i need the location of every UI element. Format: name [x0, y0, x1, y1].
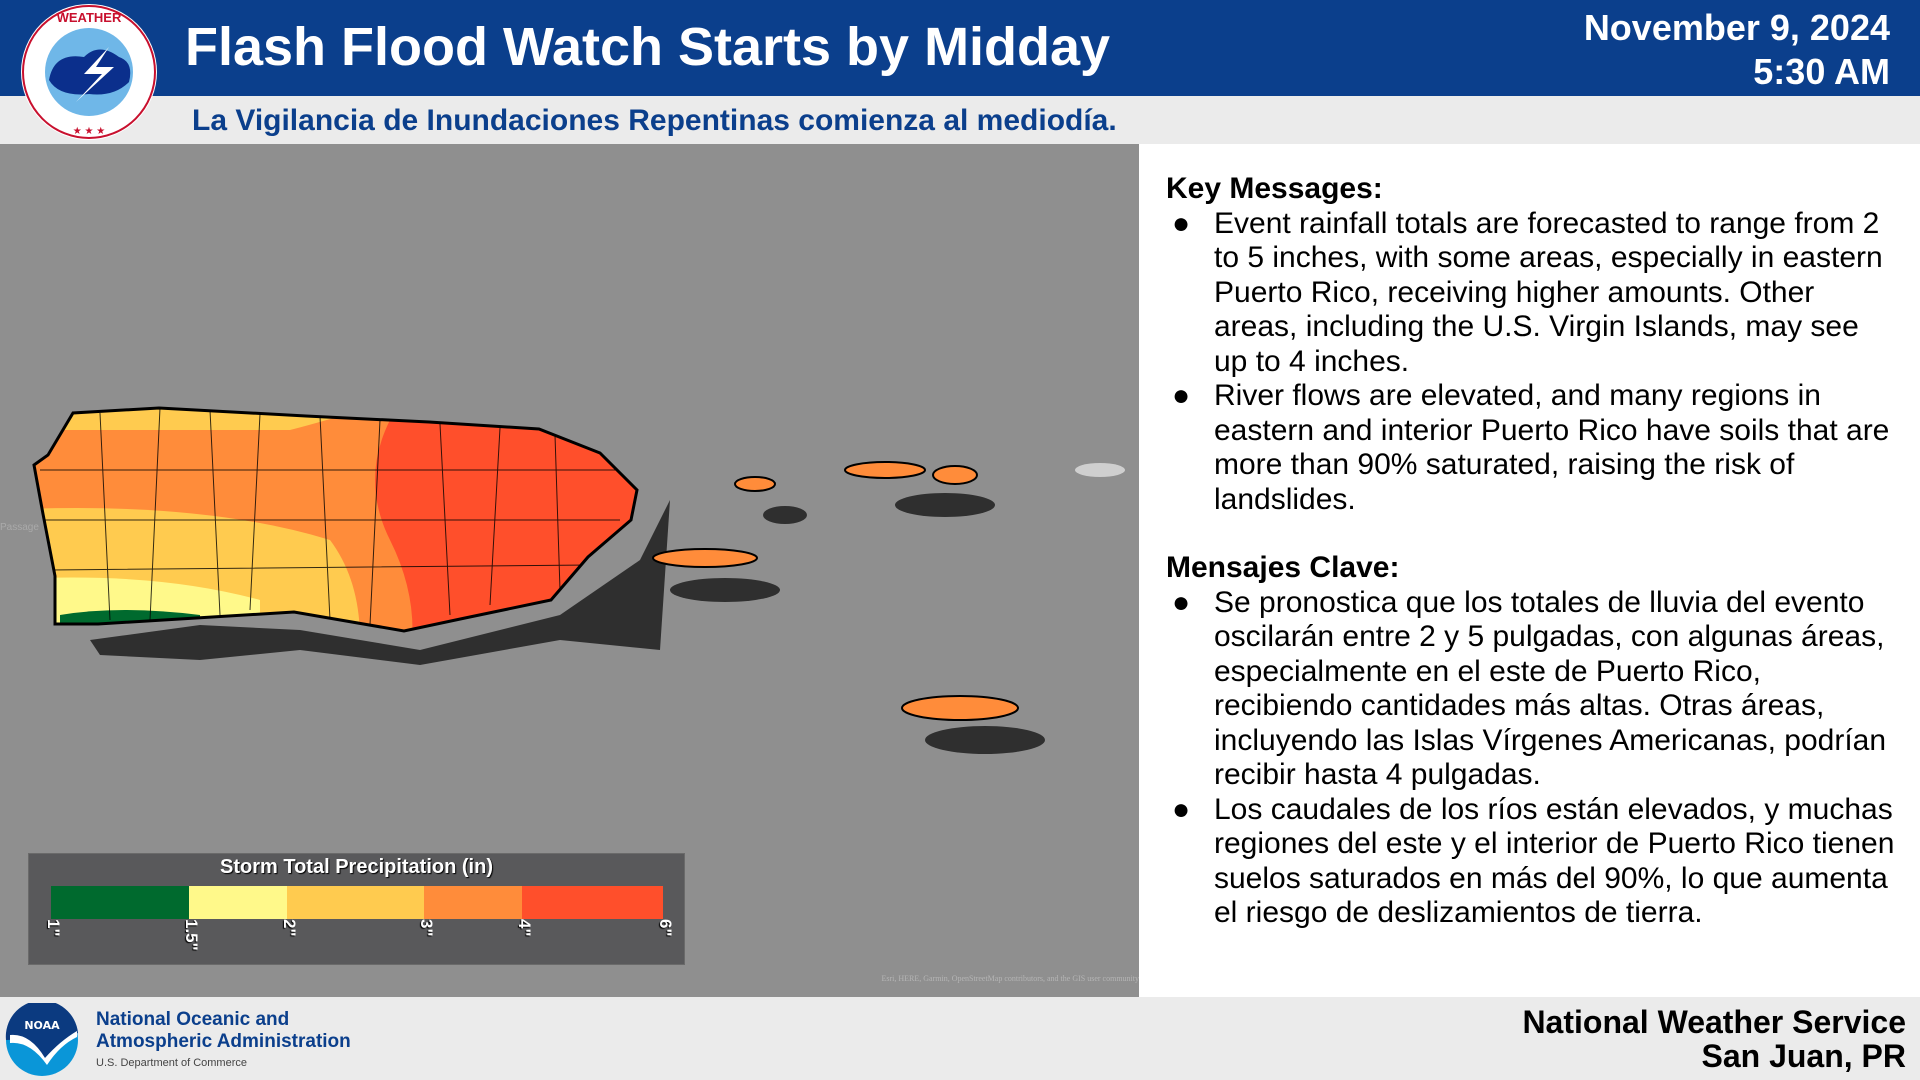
- culebra-island: [734, 476, 776, 492]
- issue-date: November 9, 2024: [1583, 7, 1890, 48]
- bullet-icon: ●: [1172, 792, 1191, 826]
- st-thomas-island: [844, 461, 926, 479]
- precipitation-map: Passage Storm Total Precipitation (in) 1…: [0, 144, 1139, 997]
- bullet-text: Event rainfall totals are forecasted to …: [1214, 206, 1883, 378]
- legend-tick: 1.5": [182, 919, 201, 951]
- legend-tick: 6": [656, 919, 675, 937]
- noaa-line2: Atmospheric Administration: [96, 1031, 351, 1052]
- list-item: ● Se pronostica que los totales de lluvia…: [1166, 586, 1900, 793]
- noaa-line1: National Oceanic and: [96, 1009, 290, 1030]
- nws-logo-icon: WEATHER ★ ★ ★: [21, 4, 157, 140]
- legend-swatch-1-1.5: [51, 886, 189, 919]
- bullet-text: River flows are elevated, and many regio…: [1214, 379, 1890, 516]
- header-bar: Flash Flood Watch Starts by Midday Novem…: [0, 0, 1920, 96]
- precipitation-legend: Storm Total Precipitation (in) 1" 1.5" 2…: [28, 853, 685, 965]
- office-name: National Weather Service San Juan, PR: [1522, 1005, 1906, 1073]
- noaa-department: U.S. Department of Commerce: [96, 1057, 247, 1069]
- legend-swatch-4-6: [522, 886, 663, 919]
- legend-title: Storm Total Precipitation (in): [220, 856, 493, 878]
- land-shadow: [90, 493, 1045, 754]
- bullet-icon: ●: [1172, 206, 1191, 240]
- legend-swatch-3-4: [424, 886, 522, 919]
- mensajes-clave-heading: Mensajes Clave:: [1166, 551, 1400, 584]
- legend-tick: 3": [417, 919, 436, 937]
- bullet-icon: ●: [1172, 379, 1191, 412]
- legend-tick: 2": [280, 919, 299, 937]
- legend-tick: 1": [44, 919, 63, 937]
- st-croix-island: [901, 695, 1019, 721]
- legend-tick: 4": [515, 919, 534, 937]
- list-item: ● Event rainfall totals are forecasted to…: [1166, 207, 1900, 380]
- subtitle-band: [0, 96, 1920, 144]
- list-item: ● Los caudales de los ríos están elevados…: [1166, 793, 1900, 931]
- issue-time: 5:30 AM: [1753, 51, 1890, 92]
- footer-bar: NOAA National Oceanic and Atmospheric Ad…: [0, 997, 1920, 1080]
- noaa-logo-icon: NOAA: [5, 1003, 78, 1076]
- svg-text:NOAA: NOAA: [24, 1019, 60, 1032]
- office-line1: National Weather Service: [1522, 1004, 1906, 1040]
- svg-text:★ ★ ★: ★ ★ ★: [73, 126, 105, 137]
- st-john-island: [932, 465, 978, 485]
- key-messages-panel: Key Messages: ● Event rainfall totals are…: [1139, 144, 1920, 997]
- key-messages-heading: Key Messages:: [1166, 172, 1383, 205]
- svg-text:WEATHER: WEATHER: [57, 10, 122, 25]
- legend-swatch-2-3: [287, 886, 424, 919]
- map-canvas: [32, 406, 1125, 754]
- legend-swatch-1.5-2: [189, 886, 287, 919]
- map-attribution: Esri, HERE, Garmin, OpenStreetMap contri…: [881, 974, 1139, 983]
- bullet-icon: ●: [1172, 585, 1191, 619]
- list-item: ● River flows are elevated, and many regi…: [1166, 379, 1900, 517]
- vieques-island: [652, 548, 758, 568]
- page-title: Flash Flood Watch Starts by Midday: [185, 17, 1111, 77]
- page-subtitle: La Vigilancia de Inundaciones Repentinas…: [192, 104, 1117, 137]
- office-line2: San Juan, PR: [1701, 1038, 1907, 1074]
- issue-datetime: November 9, 2024 5:30 AM: [1584, 6, 1890, 94]
- noaa-name: National Oceanic and Atmospheric Adminis…: [96, 1009, 351, 1073]
- water-label: Passage: [0, 522, 39, 533]
- bullet-text: Se pronostica que los totales de lluvia …: [1214, 585, 1887, 792]
- bullet-text: Los caudales de los ríos están elevados,…: [1214, 792, 1895, 930]
